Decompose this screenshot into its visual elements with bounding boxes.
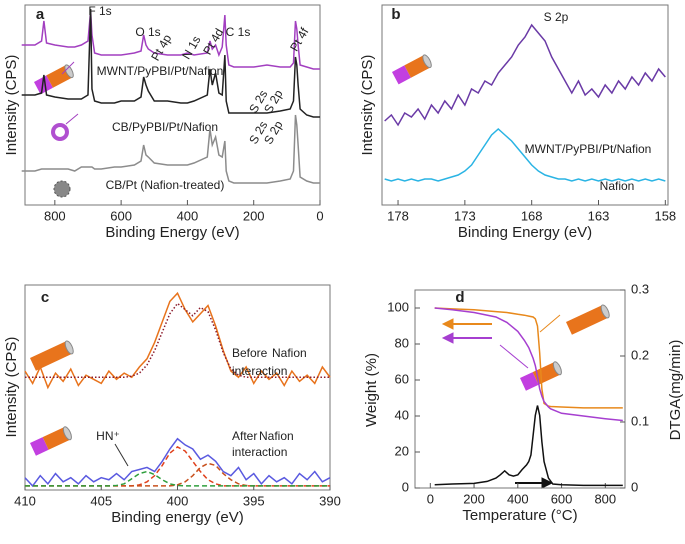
series-line [25,302,330,378]
x-tick-label: 600 [110,208,132,223]
x-tick-label: 158 [654,208,676,223]
x-axis-label: Binding Energy (eV) [458,224,592,241]
x-tick-label: 400 [507,491,529,506]
annotation: C 1s [226,25,251,39]
y-tick-label: 0 [402,479,409,494]
nanotube-icon [392,54,432,85]
y2-tick-label: 0.3 [631,281,649,296]
panel-letter: b [391,6,400,23]
plot-frame [24,284,331,491]
series-label: CB/Pt (Nafion-treated) [106,178,225,192]
pointer [114,443,129,467]
plot-frame [24,4,321,206]
annotation: HN⁺ [96,429,120,443]
sphere-icon [51,123,69,141]
x-tick-label: 800 [594,491,616,506]
plot-frame [414,289,626,489]
series-line [384,127,666,182]
nanotube-icon [520,361,562,391]
y-axis-label: Intensity (CPS) [3,55,20,156]
x-tick-label: 395 [243,493,265,508]
nanotube-icon [30,426,72,456]
x-tick-label: 400 [167,493,189,508]
x-tick-label: 163 [588,208,610,223]
annotation: After [232,429,257,443]
series-line [24,437,331,488]
series-line [21,114,320,184]
series-line [21,10,320,70]
x-tick-label: 405 [90,493,112,508]
x-tick-label: 390 [319,493,341,508]
y2-tick-label: 0.2 [631,347,649,362]
annotation: S 2p [261,87,286,116]
arrow [515,477,554,489]
series-label: Nafion [600,179,635,193]
x-axis-label: Temperature (°C) [462,507,577,524]
pointer [539,314,561,333]
panel-letter: d [455,289,464,306]
annotation: interaction [232,445,287,459]
y2-axis-label: DTGA(mg/min) [667,340,684,441]
pointer [61,61,75,75]
nanotube-icon [566,304,610,335]
x-tick-label: 0 [427,491,434,506]
series-label: CB/PyPBI/Pt/Nafion [112,120,218,134]
pointer [499,344,529,369]
nanotube-icon [34,64,74,95]
annotation: F 1s [88,4,111,18]
arrow [441,332,492,344]
series-line [21,8,320,118]
annotation: interaction [232,364,287,378]
annotation: S 2p [261,118,286,147]
annotation: N 1s [179,33,203,61]
series-line [25,462,330,487]
y-axis-label: Intensity (CPS) [359,55,376,156]
annotation: O 1s [135,25,160,39]
annotation: Pt 4f [287,25,312,54]
x-tick-label: 173 [454,208,476,223]
series-line [434,307,623,422]
x-tick-label: 600 [551,491,573,506]
y-tick-label: 40 [395,407,409,422]
y2-tick-label: 0 [631,479,638,494]
x-tick-label: 178 [387,208,409,223]
y-axis-label: Intensity (CPS) [3,337,20,438]
y-tick-label: 60 [395,371,409,386]
pointer [65,113,79,125]
arrow [441,318,492,330]
plot-frame [381,4,669,206]
x-tick-label: 800 [44,208,66,223]
x-tick-label: 200 [463,491,485,506]
series-line [434,405,623,487]
y-tick-label: 20 [395,443,409,458]
x-tick-label: 0 [316,208,323,223]
series-line [384,23,666,127]
y-tick-label: 80 [395,335,409,350]
series-label: MWNT/PyPBI/Pt/Nafion [97,64,224,78]
x-tick-label: 400 [177,208,199,223]
panel-letter: a [36,6,45,23]
series-label: MWNT/PyPBI/Pt/Nafion [525,142,652,156]
annotation: Nafion [259,429,294,443]
y-tick-label: 100 [387,299,409,314]
panel-letter: c [41,289,49,306]
nanotube-icon [29,340,74,371]
x-tick-label: 200 [243,208,265,223]
x-axis-label: Binding Energy (eV) [105,224,239,241]
annotation: S 2p [544,10,569,24]
annotation: Before [232,346,268,360]
y-axis-label: Weight (%) [363,353,380,427]
series-line [434,307,623,409]
x-tick-label: 410 [14,493,36,508]
series-line [25,470,330,487]
y2-tick-label: 0.1 [631,413,649,428]
x-tick-label: 168 [521,208,543,223]
x-axis-label: Binding energy (eV) [111,509,244,526]
carbon-icon [53,180,71,198]
annotation: Nafion [272,346,307,360]
